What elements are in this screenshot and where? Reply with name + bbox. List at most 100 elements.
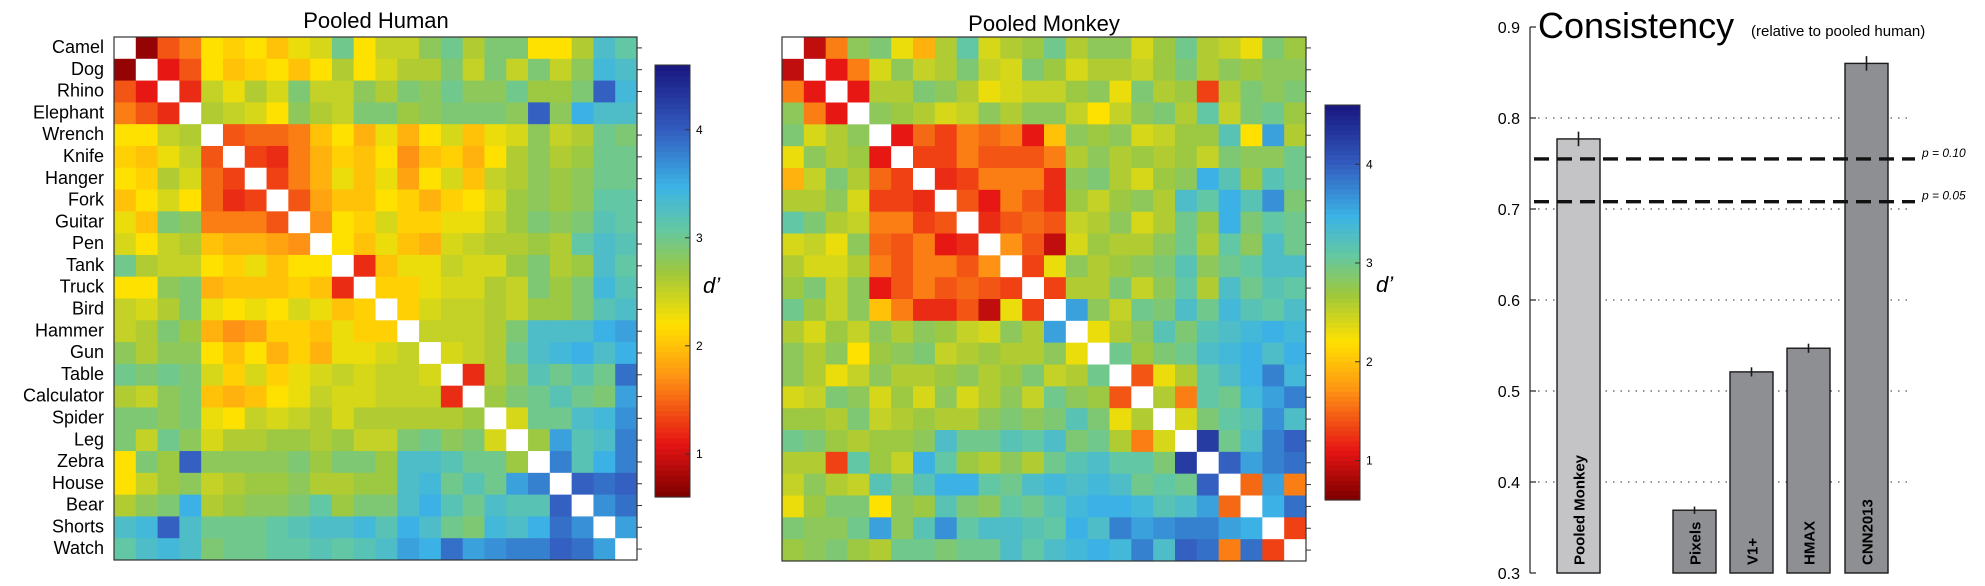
heatmap-cell (1240, 299, 1263, 322)
heatmap-cell (913, 146, 936, 169)
heatmap-cell (1044, 473, 1067, 496)
heatmap-cell (1196, 430, 1220, 453)
heatmap-cell (1131, 146, 1154, 169)
colorbar-segment (655, 259, 690, 266)
heatmap-cell (956, 299, 979, 322)
heatmap-cell (847, 255, 870, 278)
heatmap-cell (1109, 255, 1132, 278)
heatmap-cell (157, 211, 180, 234)
heatmap-cell (484, 145, 507, 169)
heatmap-cell (135, 233, 158, 256)
heatmap-cell (1044, 146, 1067, 169)
heatmap-cell (353, 472, 376, 496)
heatmap-cell (803, 473, 827, 496)
bar-label: HMAX (1802, 521, 1819, 565)
heatmap-cell (803, 364, 827, 387)
heatmap-cell (375, 37, 398, 60)
significance-lines: p = 0.10 p = 0.05 (1534, 146, 1966, 204)
colorbar-segment (655, 156, 690, 163)
heatmap-cell (331, 407, 355, 430)
heatmap-cell (1284, 277, 1307, 300)
heatmap-cell (331, 320, 355, 343)
colorbar-segment (655, 356, 690, 363)
colorbar-segment (1325, 223, 1360, 230)
heatmap-cell (1044, 386, 1067, 409)
bar-label: Pooled Monkey (1572, 454, 1589, 565)
bar (1844, 62, 1889, 574)
heatmap-cell (1175, 80, 1198, 103)
heatmap-cell (222, 385, 246, 408)
colorbar-segment (1325, 351, 1360, 358)
heatmap-cell (956, 233, 979, 256)
colorbar-segment (655, 453, 690, 460)
heatmap-cell (593, 451, 616, 474)
heatmap-cell (593, 298, 616, 321)
heatmap-cell (891, 342, 914, 365)
heatmap-cell (506, 494, 529, 517)
heatmap-cell (419, 320, 442, 343)
heatmap-cell (528, 211, 551, 234)
heatmap-cell (825, 495, 848, 518)
heatmap-cell (803, 408, 827, 431)
heatmap-cell (375, 385, 398, 408)
heatmap-cell (1022, 189, 1045, 213)
heatmap-cell (1131, 255, 1154, 278)
heatmap-cell (1262, 495, 1285, 518)
heatmap-cell (869, 539, 892, 562)
heatmap-cell (593, 276, 616, 299)
colorbar-segment (655, 194, 690, 201)
heatmap-cell (506, 124, 529, 147)
heatmap-cell (1109, 168, 1132, 191)
heatmap-cell (397, 451, 420, 474)
heatmap-cell (1065, 539, 1089, 562)
heatmap-cell (1065, 473, 1089, 496)
heatmap-cell-diagonal (201, 124, 224, 147)
heatmap-cell (1218, 211, 1241, 234)
heatmap-cell (1065, 168, 1089, 191)
heatmap-cell (891, 386, 914, 409)
heatmap-cell (1262, 430, 1285, 453)
heatmap-cell (1022, 495, 1045, 518)
heatmap-cell (978, 320, 1001, 344)
colorbar-segment (1325, 233, 1360, 239)
colorbar-segment (1325, 386, 1360, 392)
heatmap-cell (462, 516, 485, 539)
colorbar-segment (655, 70, 690, 77)
row-labels: CamelDogRhinoElephantWrenchKnifeHangerFo… (23, 37, 105, 558)
heatmap-cell (179, 254, 202, 278)
heatmap-cell (201, 189, 224, 212)
colorbar-segment (655, 119, 690, 125)
heatmap-cell (244, 233, 267, 256)
heatmap-cell (1284, 473, 1307, 496)
heatmap-cell (331, 233, 355, 256)
row-label: Dog (71, 59, 104, 79)
heatmap-cell (484, 276, 507, 299)
heatmap-cell (222, 102, 246, 125)
heatmap-cell (1131, 58, 1154, 82)
heatmap-cell (244, 407, 267, 430)
colorbar-segment (1325, 332, 1360, 338)
heatmap-cell (1000, 364, 1023, 387)
heatmap-cell (1022, 539, 1045, 562)
heatmap-cell (615, 451, 638, 474)
heatmap-cell (244, 342, 267, 365)
heatmap-cell (978, 517, 1001, 540)
heatmap-cell (956, 539, 979, 562)
heatmap-cell (484, 385, 507, 408)
heatmap-cell (549, 385, 573, 408)
heatmap-cell (1044, 495, 1067, 518)
heatmap-cell (825, 37, 848, 60)
heatmap-cell (1087, 102, 1110, 125)
heatmap-cell (1153, 451, 1176, 475)
heatmap-cell (956, 430, 979, 453)
heatmap-cell (782, 211, 805, 234)
heatmap-cell (847, 430, 870, 453)
heatmap-cell (934, 495, 958, 518)
heatmap-cell (978, 386, 1001, 409)
colorbar-segment (655, 410, 690, 417)
heatmap-cell (528, 320, 551, 343)
heatmap-cell (1022, 233, 1045, 256)
heatmap-cell (956, 495, 979, 518)
heatmap-cell (419, 407, 442, 430)
heatmap-cell (528, 494, 551, 517)
